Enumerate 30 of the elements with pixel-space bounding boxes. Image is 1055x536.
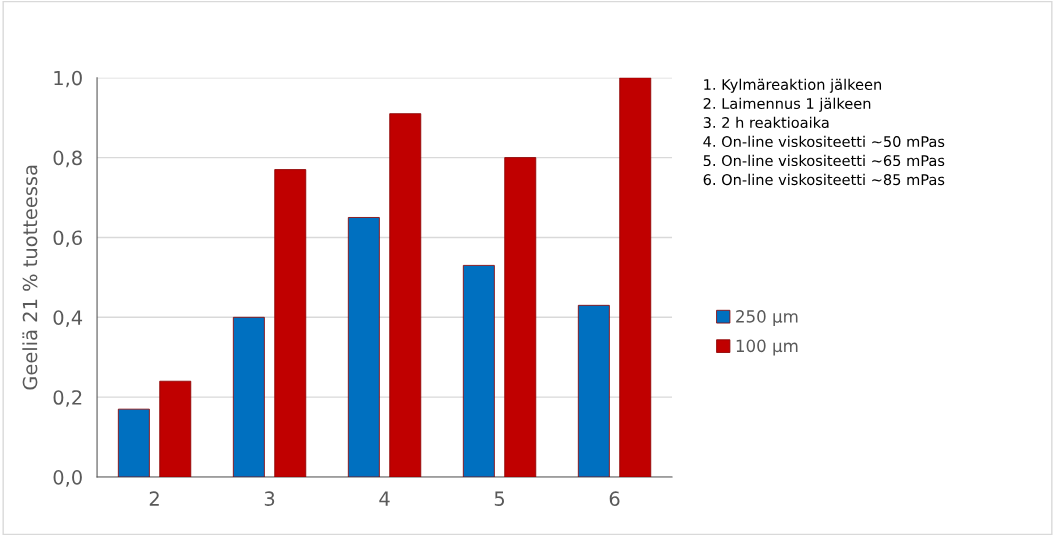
bar: [577, 304, 610, 478]
y-tick-label: 0,4: [53, 310, 83, 327]
y-axis-title: Geeliä 21 % tuotteessa: [22, 165, 38, 390]
legend-label: 100 µm: [736, 339, 798, 356]
text: 6. On-line viskositeetti ~85 mPas: [703, 173, 945, 186]
bar: [232, 316, 265, 478]
legend-label: 250 µm: [736, 310, 798, 326]
bar: [462, 264, 495, 478]
y-tick-label: 0,2: [53, 390, 82, 407]
text: 3. 2 h reaktioaika: [703, 116, 829, 129]
bar: [619, 77, 652, 478]
x-tick-label: 4: [379, 491, 390, 506]
text: 4. On-line viskositeetti ~50 mPas: [703, 135, 945, 148]
bar: [159, 380, 192, 478]
bar: [389, 113, 422, 478]
bar: [117, 408, 150, 478]
text: 1. Kylmäreaktion jälkeen: [704, 78, 882, 93]
text: 5. On-line viskositeetti ~65 mPas: [703, 154, 945, 167]
y-tick-label: 0,6: [53, 230, 82, 248]
y-tick-label: 0,8: [53, 150, 82, 168]
bar: [274, 169, 307, 478]
bar: [347, 217, 380, 478]
x-tick-label: 2: [149, 491, 159, 506]
x-tick-label: 3: [264, 491, 275, 506]
x-tick-label: 5: [494, 491, 505, 506]
y-tick-label: 1,0: [54, 70, 82, 88]
text: 2. Laimennus 1 jälkeen: [703, 97, 871, 112]
x-tick-label: 6: [609, 491, 620, 506]
bar: [504, 157, 537, 478]
y-tick-label: 0,0: [53, 470, 82, 487]
